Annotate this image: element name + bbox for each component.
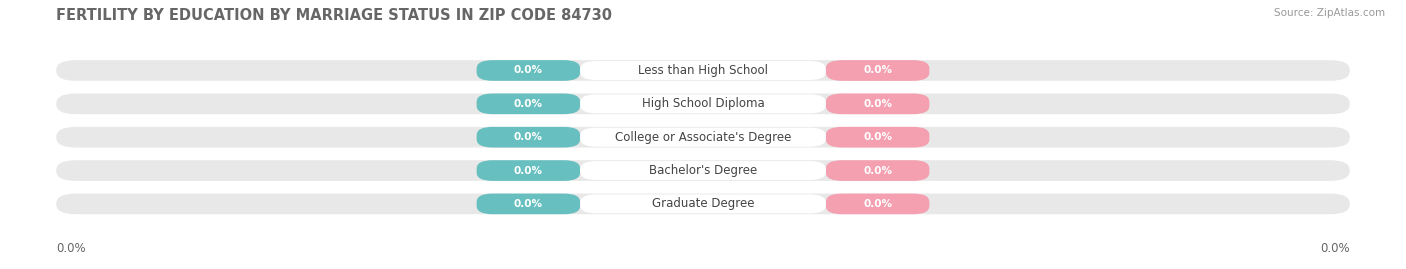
Text: 0.0%: 0.0% bbox=[513, 132, 543, 142]
FancyBboxPatch shape bbox=[825, 94, 929, 114]
Text: Graduate Degree: Graduate Degree bbox=[652, 197, 754, 210]
FancyBboxPatch shape bbox=[56, 160, 1350, 181]
FancyBboxPatch shape bbox=[581, 128, 825, 147]
Text: 0.0%: 0.0% bbox=[1320, 242, 1350, 255]
Text: 0.0%: 0.0% bbox=[863, 199, 893, 209]
Text: 0.0%: 0.0% bbox=[513, 65, 543, 76]
Text: Less than High School: Less than High School bbox=[638, 64, 768, 77]
Text: 0.0%: 0.0% bbox=[863, 165, 893, 176]
FancyBboxPatch shape bbox=[56, 127, 1350, 147]
FancyBboxPatch shape bbox=[477, 94, 581, 114]
FancyBboxPatch shape bbox=[477, 194, 581, 214]
FancyBboxPatch shape bbox=[825, 127, 929, 147]
Text: 0.0%: 0.0% bbox=[863, 65, 893, 76]
Text: 0.0%: 0.0% bbox=[513, 99, 543, 109]
Text: 0.0%: 0.0% bbox=[863, 99, 893, 109]
Text: 0.0%: 0.0% bbox=[513, 165, 543, 176]
Text: 0.0%: 0.0% bbox=[56, 242, 86, 255]
Text: Source: ZipAtlas.com: Source: ZipAtlas.com bbox=[1274, 8, 1385, 18]
FancyBboxPatch shape bbox=[825, 60, 929, 81]
FancyBboxPatch shape bbox=[581, 194, 825, 213]
FancyBboxPatch shape bbox=[581, 94, 825, 113]
FancyBboxPatch shape bbox=[581, 161, 825, 180]
Text: High School Diploma: High School Diploma bbox=[641, 97, 765, 110]
FancyBboxPatch shape bbox=[477, 60, 581, 81]
Text: Bachelor's Degree: Bachelor's Degree bbox=[650, 164, 756, 177]
FancyBboxPatch shape bbox=[825, 194, 929, 214]
FancyBboxPatch shape bbox=[477, 127, 581, 147]
FancyBboxPatch shape bbox=[56, 60, 1350, 81]
Text: 0.0%: 0.0% bbox=[513, 199, 543, 209]
Text: 0.0%: 0.0% bbox=[863, 132, 893, 142]
FancyBboxPatch shape bbox=[56, 94, 1350, 114]
FancyBboxPatch shape bbox=[825, 160, 929, 181]
Text: College or Associate's Degree: College or Associate's Degree bbox=[614, 131, 792, 144]
FancyBboxPatch shape bbox=[477, 160, 581, 181]
Text: FERTILITY BY EDUCATION BY MARRIAGE STATUS IN ZIP CODE 84730: FERTILITY BY EDUCATION BY MARRIAGE STATU… bbox=[56, 8, 612, 23]
FancyBboxPatch shape bbox=[56, 194, 1350, 214]
FancyBboxPatch shape bbox=[581, 61, 825, 80]
